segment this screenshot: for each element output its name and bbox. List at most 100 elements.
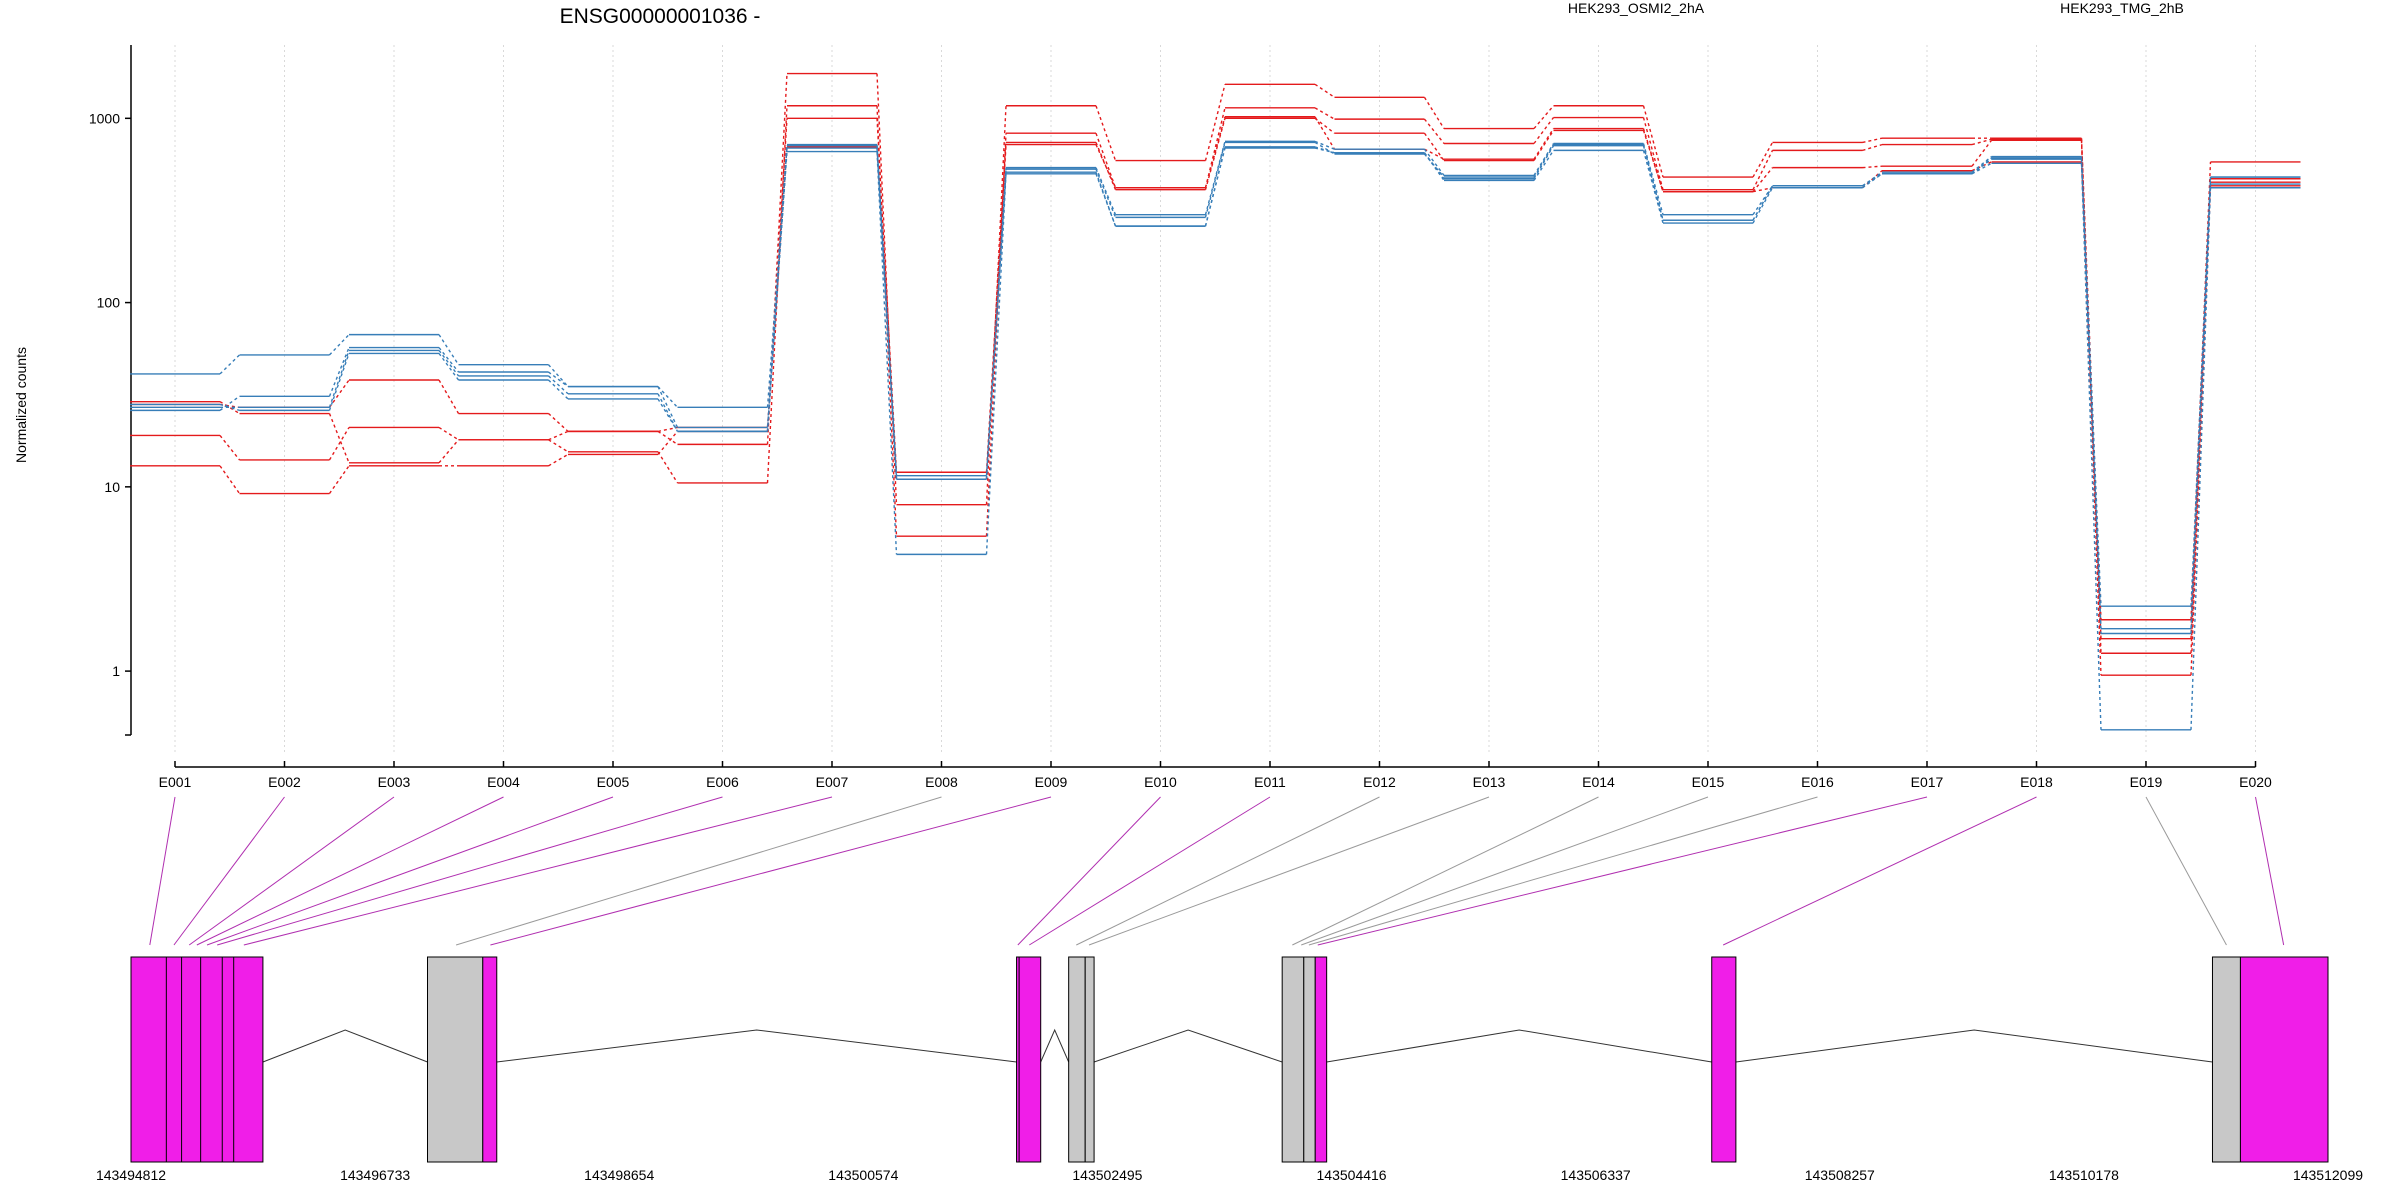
connector-segment — [1095, 132, 1117, 188]
connector-segment — [219, 395, 240, 411]
connector-segment — [1314, 141, 1335, 155]
feature-link-E013 — [1088, 796, 1490, 946]
connector-segment — [548, 379, 569, 400]
connector-segment — [1971, 156, 1992, 173]
feature-link-E003 — [188, 796, 395, 946]
connector-segment — [438, 349, 460, 377]
connector-segment — [328, 427, 350, 461]
connector-segment — [657, 430, 679, 455]
intron-line-4 — [1326, 1029, 1712, 1063]
connector-segment — [985, 173, 1007, 555]
x-tick-label: E003 — [378, 774, 411, 790]
connector-segment — [1642, 143, 1664, 215]
connector-segment — [438, 426, 459, 441]
genome-coordinate-label: 143508257 — [1805, 1167, 1875, 1183]
connector-segment — [1204, 84, 1226, 161]
vertical-gridlines — [174, 45, 2256, 754]
axes: 1 10 100 1000 E001 E002 E003 E004 E005 E006 E007 E0… — [89, 45, 2272, 790]
connector-segment — [657, 386, 679, 408]
connector-segment — [1752, 185, 1774, 221]
connector-segment — [219, 435, 241, 461]
connector-segment — [766, 144, 788, 408]
connector-segment — [1971, 158, 1992, 175]
connector-segment — [1314, 107, 1335, 120]
connector-segment — [1752, 185, 1774, 216]
intron-line-1 — [496, 1029, 1017, 1063]
exon-bin-block-4 — [1068, 956, 1086, 1163]
connector-segment — [1204, 118, 1226, 190]
series-lines — [130, 72, 2301, 731]
connector-segment — [2080, 140, 2102, 676]
connector-segment — [438, 347, 460, 373]
exon-bin-block-5 — [1084, 956, 1095, 1163]
connector-segment — [1642, 130, 1664, 192]
connector-segment — [548, 453, 569, 467]
connector-segment — [1862, 170, 1883, 189]
exon-bin-block-10 — [2211, 956, 2241, 1163]
connector-segment — [657, 426, 678, 433]
connector-segment — [1424, 148, 1445, 160]
x-tick-label: E019 — [2130, 774, 2163, 790]
x-tick-label: E006 — [706, 774, 739, 790]
connector-segment — [1095, 105, 1117, 161]
connector-segment — [1752, 187, 1773, 193]
feature-link-lines — [149, 796, 2285, 946]
genome-coordinate-label: 143496733 — [340, 1167, 410, 1183]
connector-segment — [1971, 138, 1992, 146]
x-tick-label: E018 — [2020, 774, 2053, 790]
exon-bin-block-9 — [1711, 956, 1737, 1163]
connector-segment — [1423, 153, 1445, 178]
connector-segment — [1533, 145, 1555, 180]
legend-entry-group-a: HEK293_OSMI2_2hA — [1568, 0, 1705, 16]
connector-segment — [1752, 142, 1774, 178]
x-tick-label: E007 — [816, 774, 849, 790]
series-4 — [130, 140, 2301, 607]
exon-bin-block-6 — [1281, 956, 1305, 1163]
feature-link-E011 — [1029, 796, 1271, 946]
x-tick-label: E016 — [1801, 774, 1834, 790]
intron-line-2 — [1040, 1028, 1070, 1063]
connector-segment — [1642, 105, 1664, 178]
x-tick-label: E004 — [487, 774, 520, 790]
gene-model-track: 143494812 143496733 143498654 143500574 1435… — [96, 956, 2363, 1183]
connector-segment — [438, 334, 460, 366]
feature-link-E018 — [1722, 796, 2037, 946]
connector-segment — [548, 413, 569, 432]
genome-coordinate-label: 143498654 — [584, 1167, 654, 1183]
genome-coordinate-label: 143502495 — [1072, 1167, 1142, 1183]
connector-segment — [1642, 145, 1664, 221]
connector-segment — [1752, 150, 1774, 190]
feature-link-E019 — [2145, 796, 2227, 946]
connector-segment — [548, 439, 569, 453]
connector-segment — [548, 371, 569, 388]
connector-segment — [1533, 128, 1555, 160]
x-tick-label: E002 — [268, 774, 301, 790]
connector-segment — [328, 353, 350, 411]
genome-coordinate-label: 143494812 — [96, 1167, 166, 1183]
connector-segment — [1533, 144, 1555, 178]
connector-segment — [766, 151, 788, 432]
connector-segment — [657, 393, 679, 432]
feature-link-E020 — [2255, 796, 2285, 946]
feature-link-E004 — [196, 796, 504, 946]
x-tick-label: E012 — [1363, 774, 1396, 790]
connector-segment — [547, 364, 569, 388]
series-3 — [130, 116, 2301, 640]
x-tick-label: E005 — [597, 774, 630, 790]
connector-segment — [2190, 183, 2212, 629]
connector-segment — [657, 451, 679, 484]
connector-segment — [219, 354, 240, 375]
y-tick-label: 1000 — [89, 110, 120, 126]
connector-segment — [1204, 147, 1226, 227]
connector-segment — [1423, 118, 1445, 144]
connector-segment — [1862, 165, 1883, 169]
feature-link-E016 — [1308, 796, 1818, 946]
feature-link-E006 — [217, 796, 723, 946]
genome-coordinate-label: 143504416 — [1317, 1167, 1387, 1183]
feature-link-E001 — [149, 796, 176, 946]
genome-coordinate-label: 143512099 — [2293, 1167, 2363, 1183]
connector-segment — [219, 401, 240, 415]
connector-segment — [328, 465, 350, 494]
x-tick-label: E013 — [1473, 774, 1506, 790]
